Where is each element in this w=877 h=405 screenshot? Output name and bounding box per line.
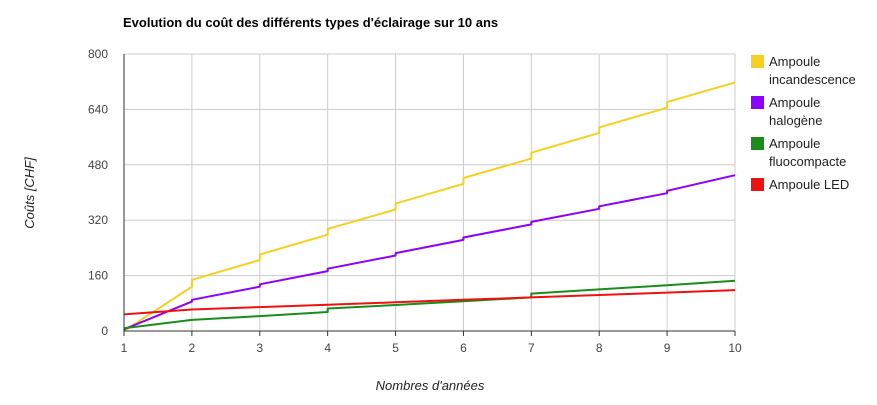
x-tick-label: 8 (596, 341, 603, 355)
x-tick-label: 3 (256, 341, 263, 355)
legend-label: halogène (769, 113, 823, 128)
gridlines (123, 53, 736, 332)
y-tick-label: 640 (88, 102, 108, 116)
series-lines (123, 81, 736, 332)
legend-label: Ampoule LED (769, 177, 849, 192)
x-tick-label: 9 (664, 341, 671, 355)
series-line-4 (123, 289, 736, 316)
legend-label: Ampoule (769, 136, 820, 151)
y-tick-label: 480 (88, 158, 108, 172)
x-tick-label: 10 (728, 341, 742, 355)
y-tick-label: 0 (101, 324, 108, 338)
x-tick-label: 1 (121, 341, 128, 355)
axes: 0 160 320 480 640 800 1 2 3 4 5 6 7 8 9 10 (88, 47, 742, 355)
series-line-3 (123, 279, 736, 330)
legend-label: Ampoule (769, 54, 820, 69)
legend-swatch (751, 55, 764, 68)
chart-title: Evolution du coût des différents types d… (123, 15, 498, 30)
x-tick-label: 6 (460, 341, 467, 355)
legend-label: fluocompacte (769, 154, 846, 169)
x-tick-label: 4 (324, 341, 331, 355)
x-tick-label: 2 (189, 341, 196, 355)
y-tick-label: 160 (88, 269, 108, 283)
x-axis-label: Nombres d'années (376, 378, 485, 393)
legend-swatch (751, 96, 764, 109)
legend-swatch (751, 178, 764, 191)
legend-label: Ampoule (769, 95, 820, 110)
y-tick-label: 320 (88, 213, 108, 227)
x-tick-label: 7 (528, 341, 535, 355)
series-line-1 (123, 81, 736, 332)
legend: Ampoule incandescence Ampoule halogène Ampou… (751, 54, 856, 192)
x-tick-label: 5 (392, 341, 399, 355)
y-tick-label: 800 (88, 47, 108, 61)
legend-swatch (751, 137, 764, 150)
series-line-2 (123, 174, 736, 331)
legend-label: incandescence (769, 72, 856, 87)
y-axis-label: Coûts [CHF] (22, 157, 37, 229)
